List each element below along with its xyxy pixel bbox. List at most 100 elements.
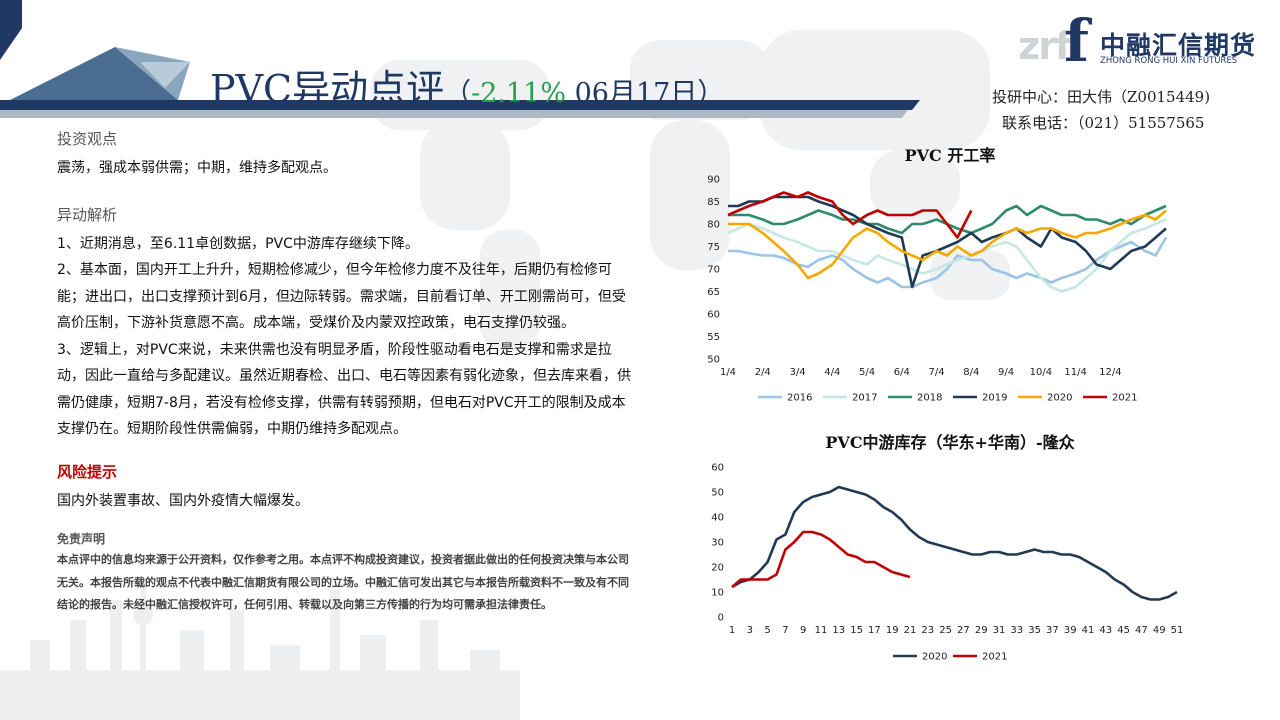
analysis-title: 异动解析 <box>57 205 118 224</box>
x-tick-label: 49 <box>1153 625 1166 636</box>
x-tick-label: 47 <box>1135 625 1148 636</box>
risk-text: 国内外装置事故、国内外疫情大幅爆发。 <box>57 492 309 509</box>
commentary-column: 投资观点 震荡，强成本弱供需；中期，维持多配观点。 异动解析 1、近期消息，至6… <box>57 128 637 617</box>
x-tick-label: 19 <box>886 625 899 636</box>
city-skyline-watermark <box>0 580 520 720</box>
legend-label-2018: 2018 <box>917 393 942 404</box>
analysis-point-3: 3、逻辑上，对PVC来说，未来供需也没有明显矛盾，阶段性驱动看电石是支撑和需求是… <box>57 341 631 438</box>
x-tick-label: 1/4 <box>720 367 736 378</box>
x-tick-label: 9/4 <box>998 367 1014 378</box>
disclaimer-title: 免责声明 <box>57 532 106 546</box>
series-line-2019 <box>728 195 1167 289</box>
x-tick-label: 15 <box>850 625 863 636</box>
x-tick-label: 6/4 <box>894 367 910 378</box>
x-tick-label: 3 <box>747 625 753 636</box>
x-tick-label: 13 <box>832 625 845 636</box>
risk-title: 风险提示 <box>57 462 118 481</box>
y-tick-label: 60 <box>711 463 724 474</box>
researcher-info: 投研中心：田大伟（Z0015449) <box>992 88 1211 106</box>
inventory-chart: PVC中游库存（华东+华南）-隆众 0 10 20 30 40 50 60 1 3 5 7 9 11 13… <box>690 425 1190 670</box>
x-tick-label: 12/4 <box>1099 367 1121 378</box>
x-tick-label: 33 <box>1010 625 1023 636</box>
x-tick-label: 21 <box>904 625 917 636</box>
legend-label-2020: 2020 <box>922 652 947 663</box>
series-line-2021 <box>727 191 973 239</box>
x-tick-label: 1 <box>729 625 735 636</box>
series-line-2020 <box>731 485 1178 601</box>
y-tick-label: 75 <box>707 242 720 253</box>
x-tick-label: 43 <box>1099 625 1112 636</box>
x-tick-label: 37 <box>1046 625 1059 636</box>
y-tick-label: 50 <box>711 488 724 499</box>
x-tick-label: 29 <box>975 625 988 636</box>
operating-rate-chart: PVC 开工率 50 55 60 65 70 75 80 85 90 1/4 2/4 3/4 4/4 5/… <box>690 140 1190 410</box>
x-tick-label: 7 <box>782 625 788 636</box>
legend-label-2019: 2019 <box>982 393 1007 404</box>
series-line-2017 <box>727 218 1167 293</box>
y-tick-label: 80 <box>707 220 720 231</box>
y-tick-label: 30 <box>711 538 724 549</box>
x-tick-label: 39 <box>1064 625 1077 636</box>
series-line-2021 <box>731 530 911 588</box>
view-title: 投资观点 <box>57 130 118 148</box>
legend-label-2021: 2021 <box>1112 393 1137 404</box>
x-tick-label: 5 <box>764 625 770 636</box>
x-tick-label: 11 <box>815 625 828 636</box>
x-tick-label: 5/4 <box>859 367 875 378</box>
legend-label-2020: 2020 <box>1047 393 1072 404</box>
legend-label-2016: 2016 <box>787 393 812 404</box>
logo-name-en: ZHONG RONG HUI XIN FUTURES <box>1100 56 1238 66</box>
x-tick-label: 51 <box>1171 625 1184 636</box>
logo-mark: f <box>1064 7 1089 75</box>
phone-info: 联系电话：（021）51557565 <box>1002 114 1205 132</box>
y-tick-label: 60 <box>707 310 720 321</box>
x-tick-label: 9 <box>800 625 806 636</box>
x-tick-label: 23 <box>921 625 934 636</box>
x-tick-label: 4/4 <box>824 367 840 378</box>
x-tick-label: 3/4 <box>789 367 805 378</box>
series-line-2020 <box>728 209 1167 280</box>
y-tick-label: 10 <box>711 588 724 599</box>
x-tick-label: 27 <box>957 625 970 636</box>
x-tick-label: 10/4 <box>1030 367 1052 378</box>
view-text: 震荡，强成本弱供需；中期，维持多配观点。 <box>57 160 337 176</box>
x-tick-label: 45 <box>1117 625 1130 636</box>
title-change: -2.11% <box>471 78 566 109</box>
x-tick-label: 11/4 <box>1064 367 1086 378</box>
y-tick-label: 0 <box>718 613 724 624</box>
title-date: 06月17日） <box>566 78 725 109</box>
y-tick-label: 85 <box>707 197 720 208</box>
series-line-2016 <box>728 236 1168 289</box>
y-tick-label: 70 <box>707 265 720 276</box>
y-tick-label: 55 <box>707 332 720 343</box>
header-banner <box>0 0 920 118</box>
page-title: PVC异动点评（-2.11% 06月17日） <box>210 58 724 113</box>
y-tick-label: 50 <box>707 355 720 366</box>
x-tick-label: 8/4 <box>963 367 979 378</box>
logo-name-cn: 中融汇信期货 <box>1100 31 1257 60</box>
title-main: PVC异动点评 <box>210 67 445 111</box>
legend-label-2017: 2017 <box>852 393 877 404</box>
analysis-point-2: 2、基本面，国内开工上升升，短期检修减少，但今年检修力度不及往年，后期仍有检修可… <box>57 262 626 331</box>
y-tick-label: 65 <box>707 287 720 298</box>
x-tick-label: 35 <box>1028 625 1041 636</box>
x-tick-label: 31 <box>993 625 1006 636</box>
world-map-watermark <box>370 30 1010 350</box>
contact-info: 投研中心：田大伟（Z0015449) 联系电话：（021）51557565 <box>992 84 1210 136</box>
logo-watermark: zrf <box>1018 24 1071 68</box>
chart-title: PVC中游库存（华东+华南）-隆众 <box>825 433 1075 452</box>
chart-title: PVC 开工率 <box>904 146 996 165</box>
title-open-paren: （ <box>444 78 472 109</box>
x-tick-label: 25 <box>939 625 952 636</box>
analysis-point-1: 1、近期消息，至6.11卓创数据，PVC中游库存继续下降。 <box>57 235 419 252</box>
x-tick-label: 41 <box>1082 625 1095 636</box>
series-line-2018 <box>728 204 1167 235</box>
operating-rate-plot: 50 55 60 65 70 75 80 85 90 1/4 2/4 3/4 4/4 5/4 6/4 7/4 8… <box>707 175 1168 404</box>
y-tick-label: 40 <box>711 513 724 524</box>
x-tick-label: 2/4 <box>755 367 771 378</box>
x-tick-label: 17 <box>868 625 881 636</box>
y-tick-label: 90 <box>707 175 720 186</box>
disclaimer-text: 本点评中的信息均来源于公开资料，仅作参考之用。本点评不构成投资建议，投资者据此做… <box>57 553 629 611</box>
company-logo: zrf f 中融汇信期货 ZHONG RONG HUI XIN FUTURES <box>1018 12 1270 70</box>
